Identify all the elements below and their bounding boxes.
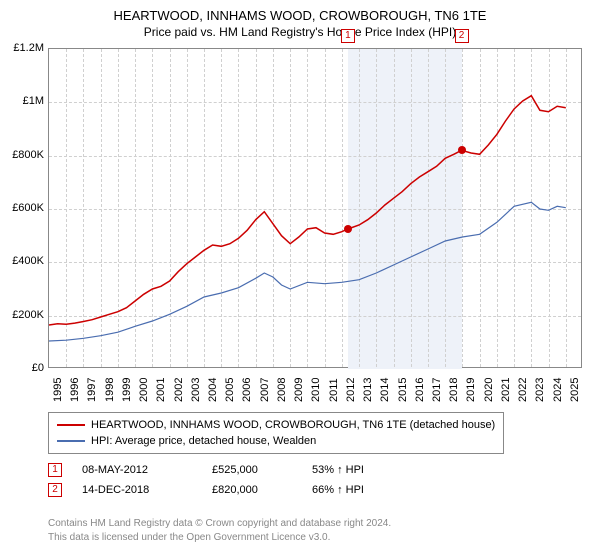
x-tick-label: 2024	[552, 378, 564, 402]
x-tick-label: 2016	[414, 378, 426, 402]
legend-row-hpi: HPI: Average price, detached house, Weal…	[57, 433, 495, 449]
y-tick-label: £800K	[2, 149, 44, 161]
x-tick-label: 2010	[310, 378, 322, 402]
x-tick-label: 2002	[173, 378, 185, 402]
x-tick-label: 1998	[104, 378, 116, 402]
x-tick-label: 2012	[345, 378, 357, 402]
transaction-badge: 2	[48, 483, 62, 497]
transaction-price: £820,000	[212, 484, 292, 496]
legend: HEARTWOOD, INNHAMS WOOD, CROWBOROUGH, TN…	[48, 412, 504, 454]
legend-swatch	[57, 424, 85, 426]
x-tick-label: 1997	[86, 378, 98, 402]
x-tick-label: 1995	[52, 378, 64, 402]
legend-label: HEARTWOOD, INNHAMS WOOD, CROWBOROUGH, TN…	[91, 419, 495, 431]
plot-area: 12	[48, 48, 582, 368]
footnote-2: This data is licensed under the Open Gov…	[48, 532, 330, 543]
x-tick-label: 2007	[259, 378, 271, 402]
x-tick-label: 2009	[293, 378, 305, 402]
y-tick-label: £400K	[2, 255, 44, 267]
chart-container: HEARTWOOD, INNHAMS WOOD, CROWBOROUGH, TN…	[0, 0, 600, 560]
legend-swatch	[57, 440, 85, 442]
marker-label-2: 2	[455, 29, 469, 43]
footnote-1: Contains HM Land Registry data © Crown c…	[48, 518, 391, 529]
marker-label-1: 1	[341, 29, 355, 43]
x-tick-label: 2011	[328, 378, 340, 402]
transaction-row: 2 14-DEC-2018 £820,000 66% ↑ HPI	[48, 480, 392, 500]
transaction-pct: 66% ↑ HPI	[312, 484, 392, 496]
series-hpi	[49, 202, 566, 341]
legend-row-property: HEARTWOOD, INNHAMS WOOD, CROWBOROUGH, TN…	[57, 417, 495, 433]
transactions-table: 1 08-MAY-2012 £525,000 53% ↑ HPI 2 14-DEC-201…	[48, 460, 392, 500]
x-tick-label: 2020	[483, 378, 495, 402]
transaction-date: 14-DEC-2018	[82, 484, 192, 496]
x-tick-label: 2023	[534, 378, 546, 402]
transaction-badge: 1	[48, 463, 62, 477]
y-tick-label: £1.2M	[2, 42, 44, 54]
x-tick-label: 2004	[207, 378, 219, 402]
x-tick-label: 1999	[121, 378, 133, 402]
marker-1	[344, 225, 352, 233]
x-tick-label: 2025	[569, 378, 581, 402]
series-svg	[49, 49, 583, 369]
y-tick-label: £1M	[2, 95, 44, 107]
x-tick-label: 2006	[241, 378, 253, 402]
marker-2	[458, 146, 466, 154]
series-property	[49, 96, 566, 325]
x-tick-label: 1996	[69, 378, 81, 402]
x-tick-label: 2000	[138, 378, 150, 402]
transaction-date: 08-MAY-2012	[82, 464, 192, 476]
y-tick-label: £200K	[2, 309, 44, 321]
y-tick-label: £0	[2, 362, 44, 374]
transaction-price: £525,000	[212, 464, 292, 476]
chart-title: HEARTWOOD, INNHAMS WOOD, CROWBOROUGH, TN…	[0, 0, 600, 23]
transaction-pct: 53% ↑ HPI	[312, 464, 392, 476]
transaction-row: 1 08-MAY-2012 £525,000 53% ↑ HPI	[48, 460, 392, 480]
x-tick-label: 2018	[448, 378, 460, 402]
legend-label: HPI: Average price, detached house, Weal…	[91, 435, 316, 447]
x-tick-label: 2015	[397, 378, 409, 402]
x-tick-label: 2013	[362, 378, 374, 402]
x-tick-label: 2005	[224, 378, 236, 402]
x-tick-label: 2021	[500, 378, 512, 402]
x-tick-label: 2003	[190, 378, 202, 402]
x-tick-label: 2019	[465, 378, 477, 402]
x-tick-label: 2017	[431, 378, 443, 402]
y-tick-label: £600K	[2, 202, 44, 214]
x-tick-label: 2014	[379, 378, 391, 402]
x-tick-label: 2001	[155, 378, 167, 402]
x-tick-label: 2022	[517, 378, 529, 402]
chart-subtitle: Price paid vs. HM Land Registry's House …	[0, 23, 600, 39]
x-tick-label: 2008	[276, 378, 288, 402]
